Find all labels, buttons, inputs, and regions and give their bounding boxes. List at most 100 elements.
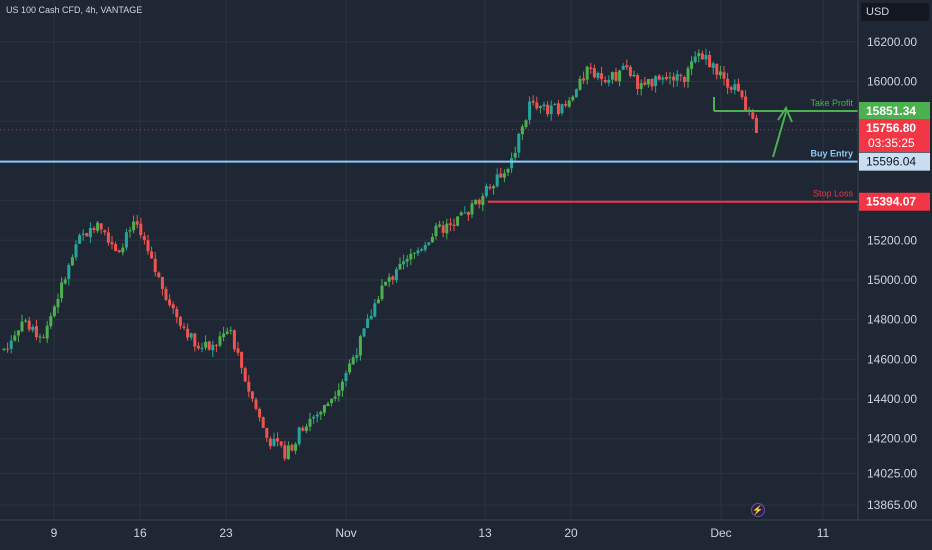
candle-body — [182, 326, 186, 328]
candle-body — [132, 221, 136, 231]
candle-body — [679, 74, 683, 77]
currency-button[interactable]: USD — [861, 3, 929, 21]
x-tick-label: 9 — [51, 526, 58, 540]
candle-body — [463, 212, 467, 214]
candle-body — [542, 104, 546, 107]
candle-body — [70, 257, 74, 266]
candle-body — [24, 320, 28, 322]
candle-body — [380, 285, 384, 300]
candle-body — [319, 412, 323, 415]
candle-body — [20, 321, 24, 332]
candle-body — [528, 101, 532, 120]
y-tick-label: 14200.00 — [867, 432, 917, 446]
buy-entry-tag — [859, 152, 930, 171]
candle-body — [81, 233, 85, 235]
candle-body — [686, 68, 690, 82]
candle-body — [729, 87, 733, 90]
candle-body — [441, 225, 445, 233]
stop-loss-label: Stop Loss — [813, 189, 854, 199]
candle-body — [484, 186, 488, 196]
lightning-icon[interactable]: ⚡ — [751, 503, 765, 517]
candle-body — [402, 261, 406, 265]
take-profit-tag — [859, 101, 930, 120]
candle-body — [610, 72, 614, 80]
candle-body — [589, 67, 593, 69]
candle-body — [517, 133, 521, 153]
y-tick-label: 14025.00 — [867, 466, 917, 480]
y-axis-panel — [858, 0, 932, 550]
candle-body — [438, 224, 442, 227]
candle-body — [211, 344, 215, 351]
take-profit-tag-label: 15851.34 — [866, 104, 916, 118]
candle-body — [362, 328, 366, 337]
candle-body — [110, 242, 114, 245]
x-tick-label: 13 — [478, 526, 492, 540]
candle-body — [531, 100, 535, 103]
y-tick-label: 14400.00 — [867, 392, 917, 406]
candle-body — [639, 83, 643, 89]
candle-body — [92, 228, 96, 231]
x-tick-label: 16 — [133, 526, 147, 540]
candle-body — [236, 348, 240, 353]
candle-body — [189, 333, 193, 338]
candle-body — [574, 89, 578, 98]
candle-body — [13, 335, 17, 341]
candle-body — [690, 61, 694, 69]
candle-body — [384, 281, 388, 286]
candle-body — [459, 212, 463, 216]
candle-body — [582, 78, 586, 81]
candle-body — [448, 223, 452, 226]
candle-body — [67, 264, 71, 280]
candle-body — [49, 315, 53, 327]
candle-body — [675, 74, 679, 81]
candle-body — [607, 79, 611, 83]
candle-body — [164, 288, 168, 300]
x-tick-label: 20 — [564, 526, 578, 540]
candle-body — [553, 103, 557, 105]
candle-body — [63, 279, 67, 284]
candle-body — [297, 427, 301, 444]
candle-body — [394, 269, 398, 281]
candle-body — [456, 216, 460, 226]
candle-body — [276, 438, 280, 442]
candle-body — [31, 326, 35, 331]
target-arrow-shaft — [772, 111, 787, 158]
candle-body — [398, 263, 402, 270]
x-tick-label: 11 — [817, 526, 830, 540]
candle-body — [9, 340, 13, 349]
candle-body — [434, 225, 438, 237]
candle-body — [283, 445, 287, 459]
candle-body — [412, 252, 416, 254]
candle-body — [654, 76, 658, 86]
candle-body — [103, 230, 107, 233]
candle-body — [351, 357, 355, 365]
candle-body — [312, 416, 316, 419]
candle-body — [52, 306, 56, 317]
candle-body — [700, 53, 704, 60]
candle-body — [668, 77, 672, 79]
candle-body — [366, 318, 370, 329]
candle-body — [711, 63, 715, 68]
candle-body — [420, 249, 424, 251]
candle-body — [124, 232, 128, 248]
candle-body — [423, 245, 427, 250]
candle-body — [157, 272, 161, 278]
y-tick-label: 13865.00 — [867, 498, 917, 512]
candle-body — [430, 236, 434, 243]
candle-body — [56, 299, 60, 308]
candle-body — [286, 445, 290, 460]
candle-body — [290, 445, 294, 451]
candle-body — [592, 68, 596, 78]
candle-body — [186, 328, 190, 338]
y-tick-label: 16200.00 — [867, 35, 917, 49]
candle-body — [117, 250, 121, 252]
candle-body — [427, 242, 431, 245]
candle-body — [646, 79, 650, 85]
candle-body — [585, 66, 589, 80]
candle-body — [196, 345, 200, 349]
candle-body — [272, 438, 276, 446]
candle-body — [200, 347, 204, 349]
candle-body — [333, 396, 337, 399]
candle-body — [625, 65, 629, 68]
